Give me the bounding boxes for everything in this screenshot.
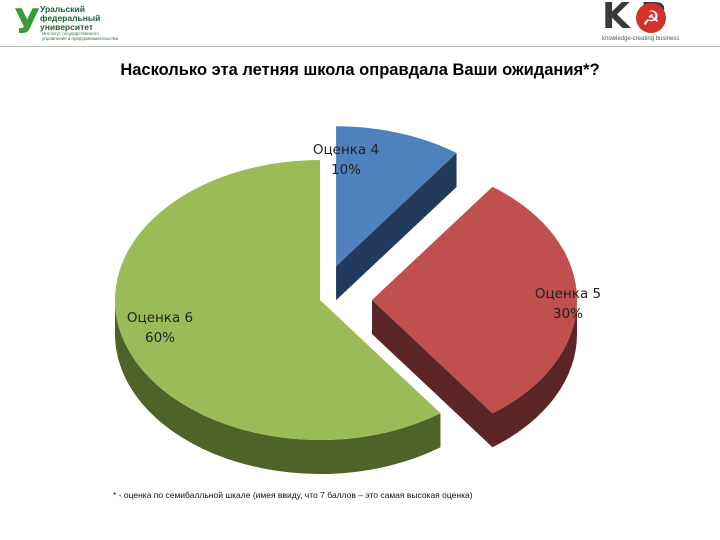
hammer-sickle-icon: ☭ — [636, 3, 666, 33]
slide-header: У Уральский федеральный университет Инст… — [0, 0, 720, 48]
urfu-name: Уральский федеральный университет — [40, 4, 101, 32]
pie-slice-оценка-5-side — [372, 300, 577, 448]
pie-slice-оценка-6-side — [114, 300, 441, 475]
slice-data-label: Оценка 4 10% — [313, 142, 379, 178]
pie-slice-оценка-6 — [114, 160, 441, 440]
footnote: * - оценка по семибалльной шкале (имея в… — [113, 490, 473, 500]
slice-data-label: Оценка 5 30% — [535, 286, 601, 322]
header-divider — [0, 46, 720, 47]
kcb-tagline: knowledge-creating business — [602, 36, 680, 42]
urfu-logo: У Уральский федеральный университет Инст… — [14, 2, 174, 44]
kcb-logo: K B ☭ knowledge-creating business — [600, 0, 710, 46]
slice-data-label: Оценка 6 60% — [127, 310, 193, 346]
pie-slice-оценка-5 — [372, 186, 577, 414]
chart-title: Насколько эта летняя школа оправдала Ваш… — [120, 61, 600, 79]
pie-slice-оценка-4-side — [336, 152, 457, 301]
pie-slice-оценка-4 — [336, 126, 457, 267]
urfu-emblem-icon: У — [14, 2, 41, 42]
urfu-institute: Институт государственного управления и п… — [42, 31, 118, 41]
